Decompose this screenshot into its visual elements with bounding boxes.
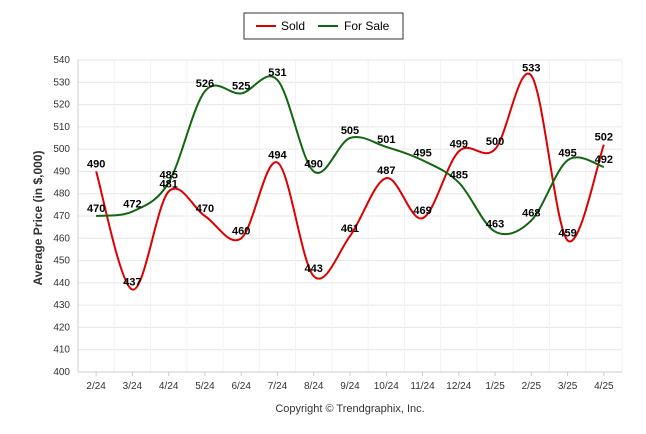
data-label-sold: 459 (558, 228, 576, 240)
copyright-credit: Copyright © Trendgraphix, Inc. (275, 403, 424, 415)
x-tick-label: 3/25 (558, 381, 578, 392)
data-label-sold: 500 (486, 136, 504, 148)
y-tick-label: 520 (53, 100, 70, 111)
data-label-for-sale: 485 (159, 170, 177, 182)
x-tick-label: 6/24 (231, 381, 251, 392)
y-tick-label: 420 (53, 322, 70, 333)
data-label-for-sale: 490 (305, 158, 323, 170)
data-label-for-sale: 495 (558, 147, 576, 159)
data-label-sold: 490 (87, 158, 105, 170)
axis-layer: 400 410 420 430 440 450 460 470 480 490 500 510 520 5… (53, 55, 622, 392)
x-tick-label: 3/24 (123, 381, 143, 392)
data-label-for-sale: 501 (377, 134, 395, 146)
y-tick-label: 490 (53, 166, 70, 177)
data-label-sold: 502 (595, 132, 613, 144)
data-label-sold: 470 (196, 203, 214, 215)
legend-for-sale-label: For Sale (344, 19, 390, 33)
data-label-sold: 437 (123, 277, 141, 289)
data-label-sold: 499 (450, 138, 468, 150)
data-label-for-sale: 472 (123, 199, 141, 211)
grid-layer (77, 59, 623, 373)
data-label-sold: 443 (305, 263, 323, 275)
data-label-for-sale: 525 (232, 80, 250, 92)
series-layer (95, 72, 605, 291)
y-tick-label: 540 (53, 55, 70, 66)
x-tick-label: 2/24 (86, 381, 106, 392)
legend: Sold For Sale (243, 12, 404, 40)
x-tick-label: 8/24 (304, 381, 324, 392)
y-tick-label: 460 (53, 233, 70, 244)
data-label-sold: 461 (341, 223, 359, 235)
x-tick-label: 7/24 (268, 381, 288, 392)
data-label-for-sale: 495 (413, 147, 431, 159)
y-tick-label: 470 (53, 211, 70, 222)
data-label-for-sale: 526 (196, 78, 214, 90)
x-tick-label: 1/25 (485, 381, 505, 392)
x-tick-label: 11/24 (410, 381, 435, 392)
x-tick-label: 12/24 (446, 381, 471, 392)
data-label-sold: 460 (232, 225, 250, 237)
x-tick-label: 4/24 (159, 381, 179, 392)
data-label-for-sale: 492 (595, 154, 613, 166)
data-label-sold: 481 (159, 178, 177, 190)
y-tick-label: 410 (53, 345, 70, 356)
y-tick-label: 530 (53, 77, 70, 88)
data-label-sold: 487 (377, 165, 395, 177)
x-tick-label: 9/24 (340, 381, 360, 392)
y-tick-label: 450 (53, 256, 70, 267)
data-label-for-sale: 485 (450, 170, 468, 182)
y-axis-label: Average Price (in $,000) (31, 151, 45, 286)
data-label-for-sale: 470 (87, 203, 105, 215)
data-label-sold: 469 (413, 205, 431, 217)
y-tick-label: 430 (53, 300, 70, 311)
series-line-sold (95, 72, 605, 291)
data-label-for-sale: 463 (486, 219, 504, 231)
data-label-for-sale: 531 (268, 67, 286, 79)
y-tick-label: 500 (53, 144, 70, 155)
x-tick-label: 10/24 (374, 381, 399, 392)
y-tick-label: 400 (53, 367, 70, 378)
data-label-layer: 490 437 481 470 460 494 443 461 487 469 499 500 533 4… (87, 63, 613, 289)
legend-sold-label: Sold (281, 19, 305, 33)
y-tick-label: 440 (53, 278, 70, 289)
y-tick-label: 480 (53, 189, 70, 200)
y-tick-label: 510 (53, 122, 70, 133)
x-tick-label: 2/25 (522, 381, 542, 392)
x-tick-label: 4/25 (594, 381, 614, 392)
x-tick-label: 5/24 (195, 381, 215, 392)
data-label-sold: 494 (268, 150, 287, 162)
data-label-for-sale: 468 (522, 207, 540, 219)
data-label-sold: 533 (522, 63, 540, 75)
data-label-for-sale: 505 (341, 125, 359, 137)
series-line-for-sale (96, 75, 605, 236)
